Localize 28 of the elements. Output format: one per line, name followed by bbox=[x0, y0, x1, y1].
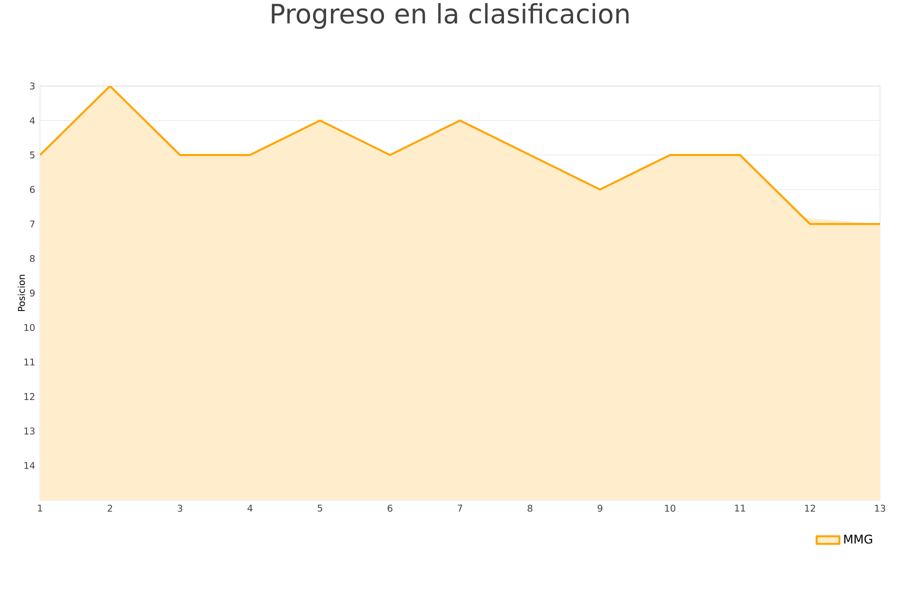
y-tick-label: 4 bbox=[30, 117, 35, 124]
y-tick-label: 14 bbox=[24, 462, 35, 469]
y-tick-label: 11 bbox=[24, 358, 34, 366]
y-tick-label: 10 bbox=[24, 324, 35, 332]
y-tick-label: 13 bbox=[24, 427, 35, 435]
y-tick-label: 3 bbox=[30, 82, 35, 90]
x-tick-label: 6 bbox=[388, 504, 392, 512]
x-tick-label: 10 bbox=[665, 504, 676, 512]
y-tick-label: 8 bbox=[30, 254, 35, 262]
y-tick-label: 6 bbox=[30, 186, 35, 194]
x-tick-label: 7 bbox=[458, 504, 462, 512]
y-tick-label: 5 bbox=[30, 152, 34, 158]
x-tick-label: 5 bbox=[318, 504, 322, 512]
x-tick-label: 8 bbox=[528, 504, 532, 512]
x-tick-label: 13 bbox=[875, 504, 886, 512]
x-tick-label: 12 bbox=[805, 504, 816, 512]
x-tick-label: 4 bbox=[247, 504, 252, 512]
y-tick-label: 12 bbox=[24, 393, 34, 400]
x-tick-label: 3 bbox=[178, 504, 182, 512]
y-axis-title: Posicion bbox=[18, 274, 25, 311]
x-tick-label: 11 bbox=[735, 504, 746, 512]
x-tick-label: 2 bbox=[108, 504, 112, 512]
x-tick-label: 1 bbox=[38, 504, 42, 512]
y-tick-label: 9 bbox=[30, 289, 35, 297]
x-tick-label: 9 bbox=[598, 504, 602, 512]
legend-label: MMG bbox=[844, 534, 872, 544]
y-tick-label: 7 bbox=[30, 220, 34, 228]
chart-title: Progreso en la clasificacion bbox=[272, 3, 629, 29]
